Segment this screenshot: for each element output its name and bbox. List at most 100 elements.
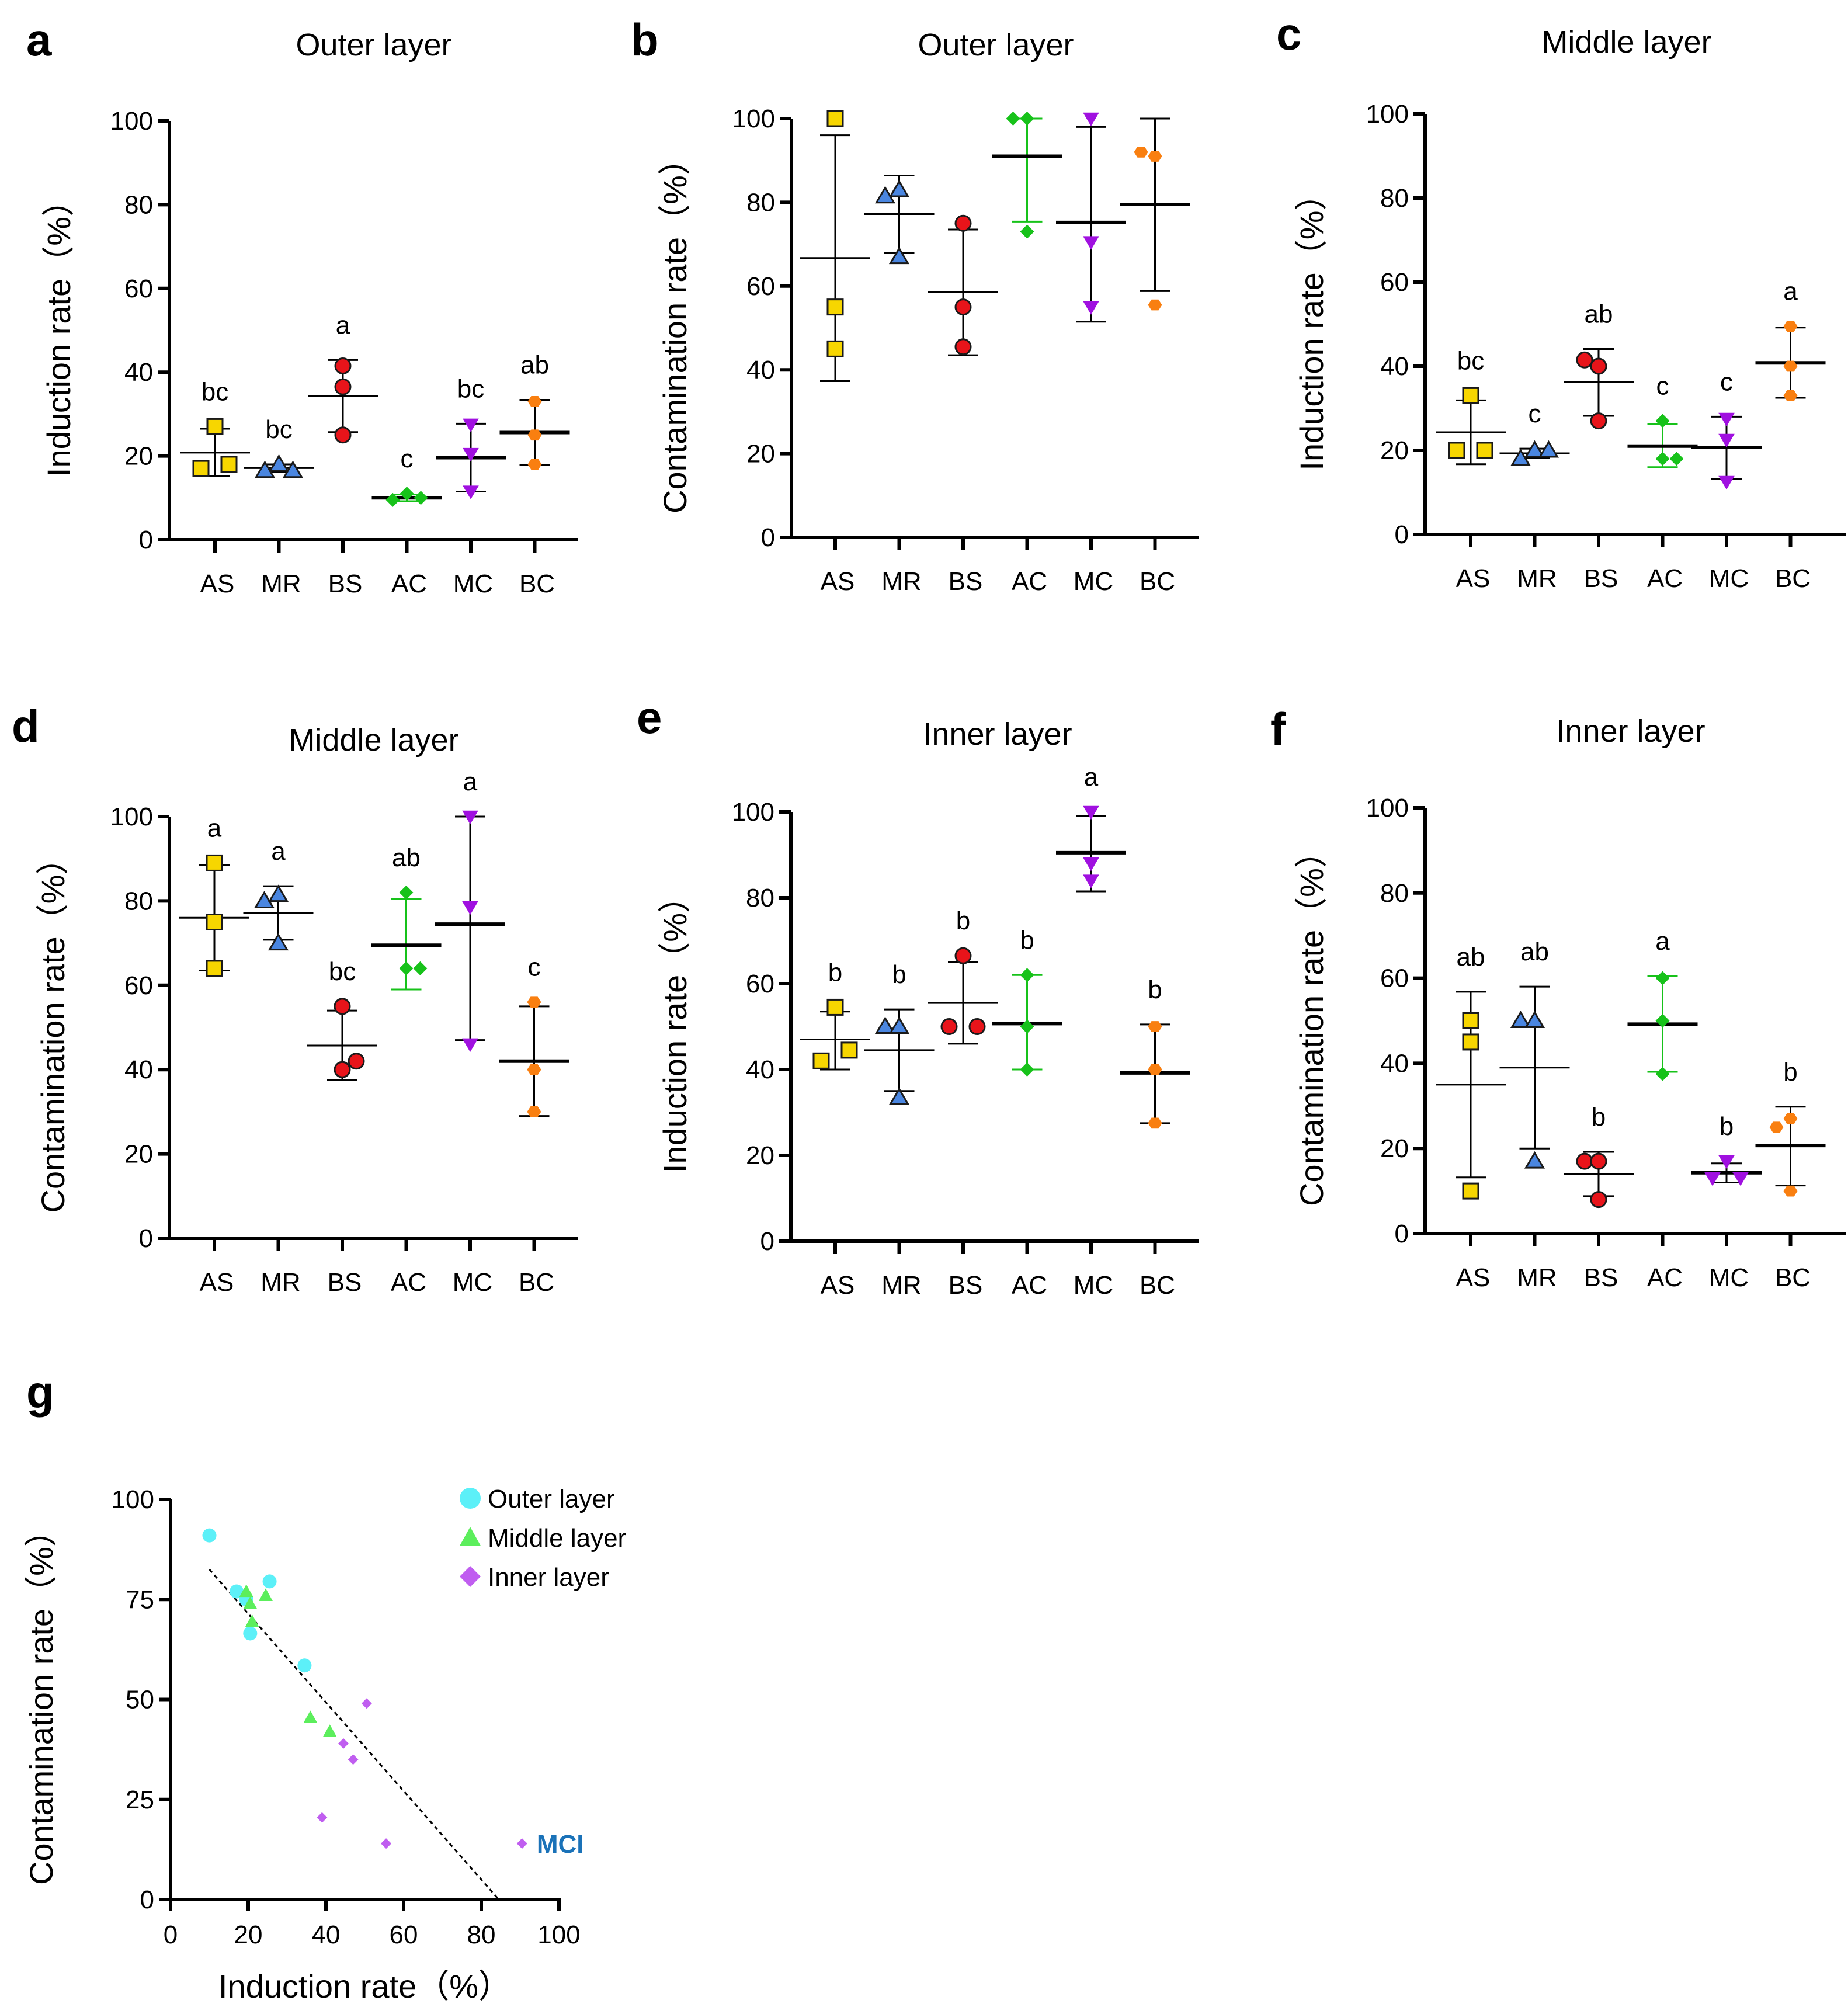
data-point [1462, 1182, 1479, 1200]
panel-letter: b [631, 14, 659, 65]
significance-letter: b [1720, 1112, 1734, 1141]
y-tick-label: 100 [110, 107, 153, 136]
significance-letter: ab [1520, 937, 1549, 966]
y-tick-label: 80 [1380, 879, 1409, 908]
y-tick-label: 100 [110, 803, 153, 831]
significance-letter: c [1720, 367, 1733, 396]
data-point [1655, 452, 1670, 466]
x-tick-label: BS [328, 1268, 362, 1297]
y-tick-label: 40 [1380, 352, 1409, 381]
y-axis-label: Induction rate（%） [1293, 178, 1330, 470]
data-point [826, 340, 844, 357]
data-point [1783, 390, 1798, 401]
data-point [888, 246, 910, 265]
data-point [1462, 1012, 1479, 1029]
data-point [1769, 1121, 1784, 1133]
data-point [334, 1061, 351, 1078]
x-tick-label: 20 [234, 1921, 263, 1949]
y-tick-label: 25 [126, 1786, 154, 1814]
data-point-middle-layer [239, 1584, 253, 1598]
y-axis-label: Contamination rate（%） [23, 1514, 60, 1885]
significance-letter: b [1148, 975, 1162, 1004]
y-tick-label: 0 [760, 1227, 774, 1256]
x-tick-label: MR [881, 567, 921, 596]
panel-title: Inner layer [1556, 714, 1705, 749]
significance-letter: c [528, 953, 541, 982]
data-point [1083, 805, 1099, 820]
data-point [826, 110, 844, 127]
data-point [1083, 874, 1099, 888]
x-tick-label: MC [1709, 1263, 1749, 1292]
data-point [253, 891, 275, 908]
data-point [1083, 301, 1099, 315]
y-tick-label: 80 [746, 884, 774, 912]
data-point-outer-layer [202, 1528, 217, 1543]
data-point [1148, 1021, 1162, 1032]
panel-letter: e [637, 692, 662, 743]
data-point [1148, 151, 1162, 162]
y-tick-label: 40 [746, 1055, 774, 1084]
data-point-inner-layer [338, 1738, 349, 1749]
data-point [1538, 440, 1559, 458]
x-tick-label: 0 [164, 1921, 178, 1949]
data-point [888, 1016, 910, 1034]
y-tick-label: 60 [124, 971, 153, 1000]
x-tick-label: BC [1775, 1263, 1811, 1292]
data-point [1462, 387, 1479, 404]
data-point [826, 298, 844, 316]
data-point [348, 1053, 365, 1070]
data-point-inner-layer [516, 1838, 527, 1849]
data-point [220, 456, 238, 473]
y-tick-label: 0 [139, 526, 153, 554]
data-point [334, 378, 352, 395]
significance-letter: b [828, 958, 842, 987]
data-point [968, 1018, 986, 1035]
data-point [1462, 1033, 1479, 1051]
x-tick-label: MR [261, 570, 301, 598]
x-tick-label: BS [949, 1271, 983, 1300]
panel-title: Middle layer [289, 723, 458, 758]
x-tick-label: MR [1517, 564, 1557, 593]
data-point [334, 426, 352, 444]
significance-letter: a [463, 768, 478, 796]
x-tick-label: MR [881, 1271, 921, 1300]
data-point [206, 914, 223, 930]
legend-label: Middle layer [488, 1524, 626, 1553]
x-tick-label: 100 [537, 1921, 580, 1949]
significance-letter: bc [457, 374, 484, 403]
panel-a: a Outer layer Induction rate（%） 0 20 40 60 80 10… [26, 14, 578, 598]
data-point [874, 1016, 896, 1034]
y-tick-label: 100 [732, 105, 775, 133]
data-point [1576, 1152, 1593, 1170]
data-point [1006, 112, 1020, 126]
significance-letter: bc [265, 415, 292, 444]
y-tick-label: 0 [761, 523, 775, 552]
data-point [462, 810, 478, 825]
data-point-inner-layer [348, 1754, 359, 1765]
data-point [334, 357, 352, 374]
x-tick-label: BS [1584, 564, 1618, 593]
significance-letter: ab [392, 843, 421, 872]
y-tick-label: 60 [1380, 964, 1409, 993]
data-point [1083, 112, 1099, 127]
y-tick-label: 0 [1395, 520, 1409, 549]
data-point [812, 1052, 830, 1069]
data-point [1020, 1062, 1034, 1077]
data-point-outer-layer [262, 1574, 277, 1589]
y-tick-label: 80 [746, 188, 775, 217]
trendline [209, 1568, 500, 1900]
data-point [206, 960, 223, 977]
panel-letter: d [12, 700, 40, 752]
panel-d: d Middle layer Contamination rate（%） 0 20 40 6… [12, 700, 578, 1297]
legend-label: Inner layer [488, 1563, 609, 1592]
x-tick-label: AC [1647, 1263, 1683, 1292]
data-point-outer-layer [230, 1584, 244, 1599]
data-point [1590, 357, 1607, 375]
y-tick-label: 80 [124, 887, 153, 915]
data-point [1655, 1013, 1670, 1028]
x-tick-label: MC [1074, 1271, 1113, 1300]
significance-letter: a [1655, 927, 1670, 956]
y-tick-label: 40 [124, 358, 153, 387]
significance-letter: c [401, 445, 414, 473]
data-point [954, 947, 972, 964]
